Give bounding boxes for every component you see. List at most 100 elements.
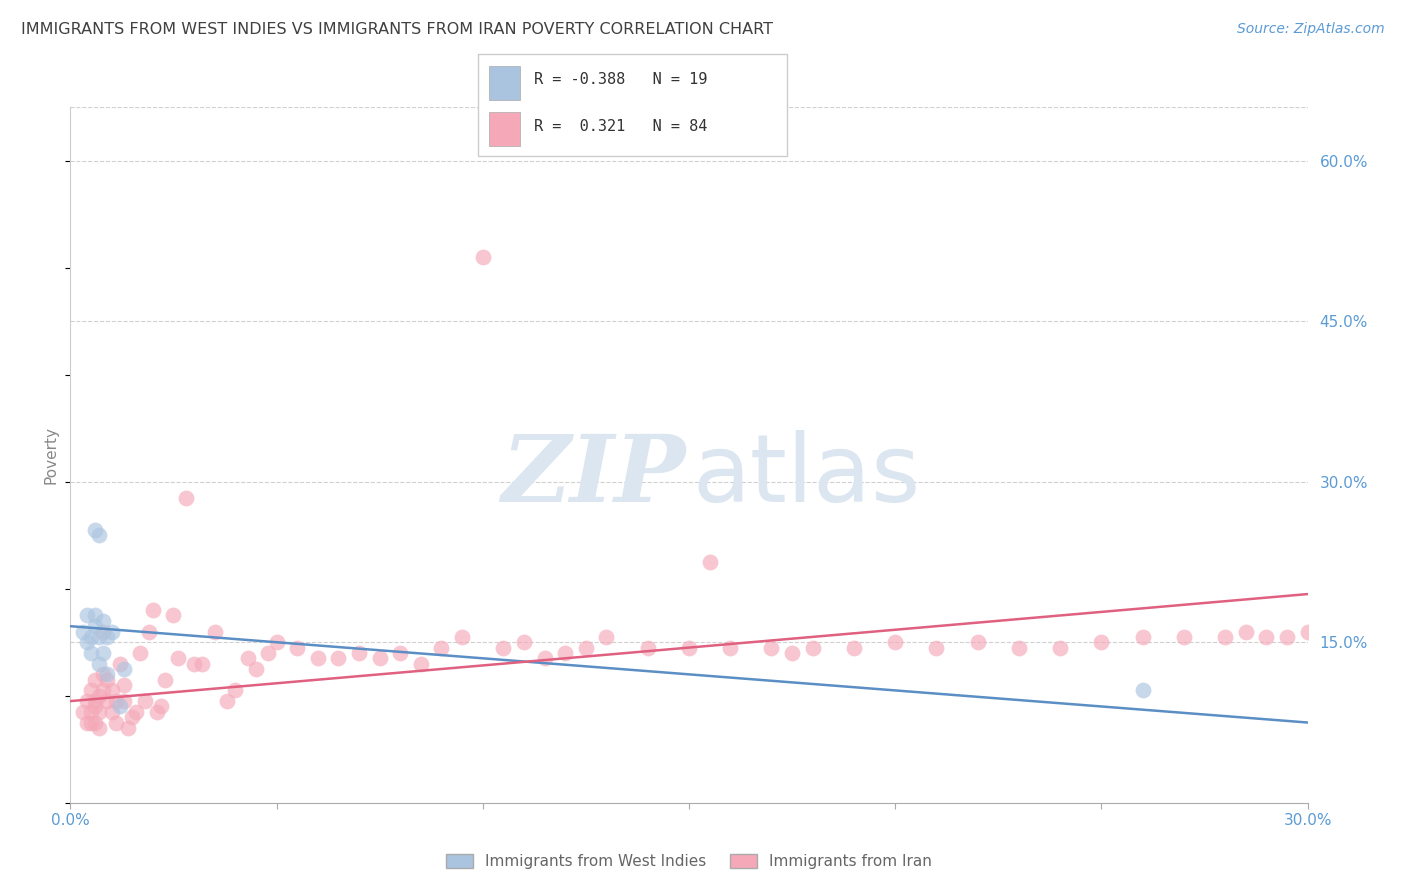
Point [125,705,148,719]
Point [678,640,700,655]
Point [266,635,288,649]
Point [595,630,617,644]
Point [150,699,173,714]
Point [224,683,246,698]
Point [76,715,98,730]
Point [307,651,329,665]
Point [134,694,156,708]
Point [368,651,391,665]
Point [96,694,118,708]
Point [162,608,184,623]
Point [96,667,118,681]
Point [80,715,103,730]
Point [513,635,536,649]
Point [84,673,107,687]
Point [1213,630,1236,644]
Point [245,662,267,676]
Point [1275,630,1298,644]
Point [142,603,165,617]
Point [1296,624,1319,639]
Point [91,667,114,681]
Point [84,699,107,714]
Point [533,651,555,665]
Point [236,651,259,665]
Point [80,630,103,644]
Point [89,630,111,644]
Text: R = -0.388   N = 19: R = -0.388 N = 19 [534,72,707,87]
Point [100,683,122,698]
Point [1234,624,1257,639]
Point [925,640,948,655]
Point [76,635,98,649]
Point [492,640,515,655]
Point [91,646,114,660]
Point [76,694,98,708]
Point [761,640,783,655]
Point [718,640,741,655]
Point [96,673,118,687]
Point [389,646,412,660]
Text: Source: ZipAtlas.com: Source: ZipAtlas.com [1237,22,1385,37]
Point [121,710,143,724]
Point [112,662,135,676]
Text: atlas: atlas [693,430,921,522]
Point [166,651,188,665]
Point [409,657,432,671]
Point [84,715,107,730]
Text: R =  0.321   N = 84: R = 0.321 N = 84 [534,120,707,135]
Point [842,640,865,655]
Point [89,689,111,703]
Point [84,619,107,633]
Point [191,657,214,671]
Point [1256,630,1278,644]
Text: IMMIGRANTS FROM WEST INDIES VS IMMIGRANTS FROM IRAN POVERTY CORRELATION CHART: IMMIGRANTS FROM WEST INDIES VS IMMIGRANT… [21,22,773,37]
Point [89,721,111,735]
Point [84,523,107,537]
Point [76,608,98,623]
Point [112,694,135,708]
Point [1173,630,1195,644]
Point [91,683,114,698]
Point [104,694,127,708]
Point [257,646,280,660]
Point [72,705,94,719]
Point [1008,640,1031,655]
Point [471,250,494,264]
Point [104,715,127,730]
Point [1132,630,1154,644]
Point [138,624,160,639]
Point [1090,635,1112,649]
Point [100,624,122,639]
Point [91,624,114,639]
Point [80,683,103,698]
Point [84,694,107,708]
Point [153,673,176,687]
Point [80,705,103,719]
Point [966,635,988,649]
Point [430,640,453,655]
Point [108,657,131,671]
Point [174,491,197,505]
Point [84,608,107,623]
Point [112,678,135,692]
Point [215,694,238,708]
Point [129,646,152,660]
Point [146,705,169,719]
Point [801,640,824,655]
Point [100,705,122,719]
Point [183,657,205,671]
Legend: Immigrants from West Indies, Immigrants from Iran: Immigrants from West Indies, Immigrants … [440,848,938,875]
Point [780,646,803,660]
Point [72,624,94,639]
Point [1049,640,1071,655]
Point [91,614,114,628]
Point [89,657,111,671]
Point [89,528,111,542]
Point [347,646,370,660]
Point [699,555,721,569]
Point [96,630,118,644]
Point [80,646,103,660]
Point [451,630,474,644]
Point [554,646,576,660]
Point [1132,683,1154,698]
